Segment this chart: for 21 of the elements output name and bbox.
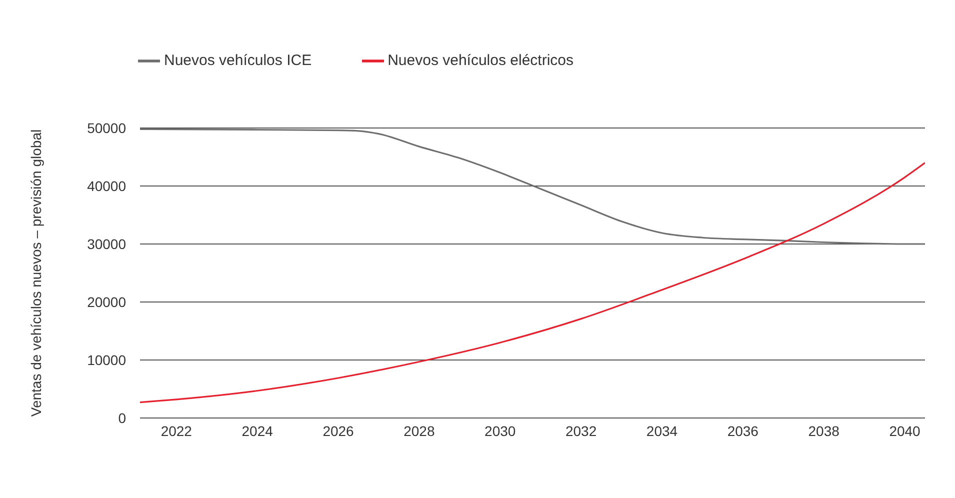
- y-tick-label: 30000: [87, 236, 126, 252]
- legend-label: Nuevos vehículos eléctricos: [388, 52, 574, 69]
- y-tick-label: 20000: [87, 294, 126, 310]
- x-tick-label: 2030: [484, 422, 516, 439]
- x-tick-label: 2022: [160, 422, 192, 439]
- y-tick-label: 40000: [87, 178, 126, 194]
- x-tick-label: 2024: [242, 422, 274, 439]
- x-tick-label: 2026: [322, 422, 354, 439]
- y-tick-label: 0: [118, 410, 126, 426]
- y-axis-title: Ventas de vehículos nuevos – previsión global: [28, 129, 44, 417]
- x-tick-label: 2028: [404, 422, 435, 439]
- legend-label: Nuevos vehículos ICE: [164, 52, 312, 69]
- x-tick-label: 2038: [808, 422, 840, 439]
- x-tick-label: 2040: [889, 422, 921, 439]
- x-tick-label: 2036: [727, 422, 759, 439]
- y-tick-label: 10000: [87, 352, 126, 368]
- x-tick-label: 2032: [565, 422, 597, 439]
- x-tick-label: 2034: [646, 422, 678, 439]
- line-series: [140, 162, 925, 404]
- line-series: [140, 128, 925, 245]
- y-tick-label: 50000: [87, 120, 126, 136]
